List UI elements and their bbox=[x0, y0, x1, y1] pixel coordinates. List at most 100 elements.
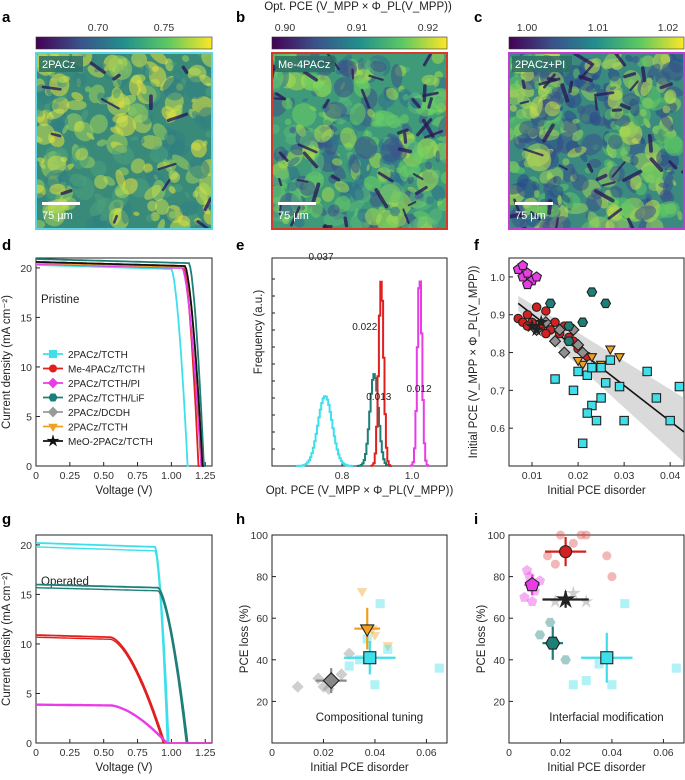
texture-streak bbox=[400, 149, 411, 152]
y-axis-label: Current density (mA cm⁻²) bbox=[1, 295, 13, 429]
scatter-point-0-6 bbox=[518, 261, 528, 270]
x-tick-label: 0.50 bbox=[93, 747, 114, 759]
colorbar-title: Opt. PCE (V_MPP × Φ_PL(V_MPP)) bbox=[264, 1, 452, 13]
scatter-point-6-1 bbox=[569, 386, 577, 394]
texture-streak bbox=[570, 82, 572, 91]
x-tick-label: 0 bbox=[506, 747, 512, 759]
colorbar-b-tick-3: 0.92 bbox=[418, 22, 439, 34]
panel-label-e: e bbox=[236, 237, 244, 254]
y-tick-label: 10 bbox=[20, 639, 32, 651]
x-axis-label: Opt. PCE (V_MPP × Φ_PL(V_MPP)) bbox=[266, 485, 454, 497]
texture-streak bbox=[345, 218, 346, 226]
texture-streak bbox=[613, 110, 620, 111]
colorbar-c bbox=[509, 37, 684, 49]
panel-label-c: c bbox=[474, 9, 482, 26]
y-tick-label: 0 bbox=[26, 738, 32, 750]
device-point-0-5 bbox=[313, 673, 323, 683]
y-tick-label: 100 bbox=[487, 530, 505, 542]
y-tick-label: 20 bbox=[20, 540, 32, 552]
scatter-point-6-16 bbox=[675, 382, 683, 390]
x-tick-label: 1.00 bbox=[161, 470, 182, 482]
annotation-d: Pristine bbox=[41, 294, 79, 306]
y-tick-label: 40 bbox=[256, 655, 268, 667]
colorbar-a bbox=[36, 37, 212, 49]
legend-marker-5 bbox=[49, 424, 57, 431]
device-point-1-3 bbox=[371, 632, 380, 640]
y-tick-label: 20 bbox=[256, 696, 268, 708]
scalebar-a-label: 75 µm bbox=[42, 210, 73, 222]
x-tick-label: 0.06 bbox=[416, 747, 437, 759]
y-tick-label: 0.8 bbox=[490, 348, 505, 360]
y-tick-label: 80 bbox=[493, 572, 505, 584]
scatter-point-6-6 bbox=[597, 363, 605, 371]
y-axis-label: Initial PCE (V_MPP × Φ_PL(V_MPP)) bbox=[468, 265, 480, 458]
scatter-point-3-2 bbox=[578, 318, 588, 326]
histogram-width-label-2: 0.013 bbox=[366, 392, 391, 403]
device-point-0-0 bbox=[293, 682, 303, 692]
device-point-2-2 bbox=[371, 681, 379, 689]
colorbar-c-tick-1: 1.00 bbox=[517, 22, 538, 34]
x-tick-label: 0.01 bbox=[522, 470, 543, 482]
device-point-1-2 bbox=[569, 539, 577, 547]
colorbar-c-tick-3: 1.02 bbox=[658, 22, 679, 34]
x-tick-label: 0.02 bbox=[550, 747, 571, 759]
panel-label-d: d bbox=[2, 237, 11, 254]
texture-streak bbox=[523, 81, 524, 88]
scatter-point-6-14 bbox=[652, 394, 660, 402]
texture-streak bbox=[595, 97, 596, 109]
plot-frame bbox=[36, 535, 212, 743]
legend-marker-3 bbox=[49, 394, 57, 401]
map-a-label: 2PACz bbox=[42, 59, 75, 71]
legend-label-4: 2PACz/DCDH bbox=[68, 408, 130, 419]
device-point-4-5 bbox=[569, 681, 577, 689]
panel-label-a: a bbox=[2, 9, 11, 26]
scalebar-c-label: 75 µm bbox=[515, 210, 546, 222]
x-tick-label: 1.25 bbox=[195, 470, 216, 482]
x-tick-label: 0.25 bbox=[60, 747, 81, 759]
scatter-point-3-0 bbox=[546, 299, 556, 307]
histogram-width-label-3: 0.012 bbox=[406, 384, 431, 395]
scatter-point-6-12 bbox=[574, 367, 582, 375]
x-tick-label: 0 bbox=[33, 470, 39, 482]
y-tick-label: 60 bbox=[493, 613, 505, 625]
x-tick-label: 0.50 bbox=[93, 470, 114, 482]
y-tick-label: 0 bbox=[26, 461, 32, 473]
scatter-point-1-8 bbox=[551, 318, 559, 326]
x-tick-label: 0.02 bbox=[313, 747, 334, 759]
device-point-0-2 bbox=[336, 669, 346, 679]
legend-label-2: 2PACz/TCTH/PI bbox=[68, 379, 140, 390]
scatter-point-6-11 bbox=[583, 409, 591, 417]
device-point-1-6 bbox=[551, 560, 559, 568]
x-tick-label: 0.75 bbox=[127, 747, 148, 759]
y-tick-label: 5 bbox=[26, 688, 32, 700]
colorbar-b-tick-2: 0.91 bbox=[347, 22, 368, 34]
legend-label-1: Me-4PACz/TCTH bbox=[68, 365, 145, 376]
colorbar-a-tick-1: 0.70 bbox=[88, 22, 109, 34]
scatter-point-6-7 bbox=[602, 379, 610, 387]
scalebar-a bbox=[42, 202, 80, 205]
device-point-2-5 bbox=[435, 664, 443, 672]
colorbar-a-tick-2: 0.75 bbox=[154, 22, 175, 34]
x-tick-label: 0.04 bbox=[365, 747, 386, 759]
y-tick-label: 20 bbox=[493, 696, 505, 708]
histogram-3 bbox=[410, 282, 430, 466]
y-tick-label: 80 bbox=[256, 572, 268, 584]
x-tick-label: 1.25 bbox=[195, 747, 216, 759]
scatter-point-6-8 bbox=[606, 356, 614, 364]
y-axis-label: PCE loss (%) bbox=[476, 605, 488, 674]
texture-streak bbox=[643, 68, 645, 80]
scatter-point-6-17 bbox=[597, 394, 605, 402]
texture-streak bbox=[549, 79, 555, 80]
texture-streak bbox=[352, 70, 353, 79]
annotation-i: Interfacial modification bbox=[549, 712, 663, 724]
x-tick-label: 0.04 bbox=[660, 470, 681, 482]
x-tick-label: 0.8 bbox=[335, 470, 350, 482]
y-axis-label: PCE loss (%) bbox=[239, 605, 251, 674]
map-b-label: Me-4PACz bbox=[278, 59, 330, 71]
device-point-1-7 bbox=[577, 531, 585, 539]
y-tick-label: 1.0 bbox=[490, 272, 505, 284]
device-point-2-6 bbox=[345, 662, 353, 670]
